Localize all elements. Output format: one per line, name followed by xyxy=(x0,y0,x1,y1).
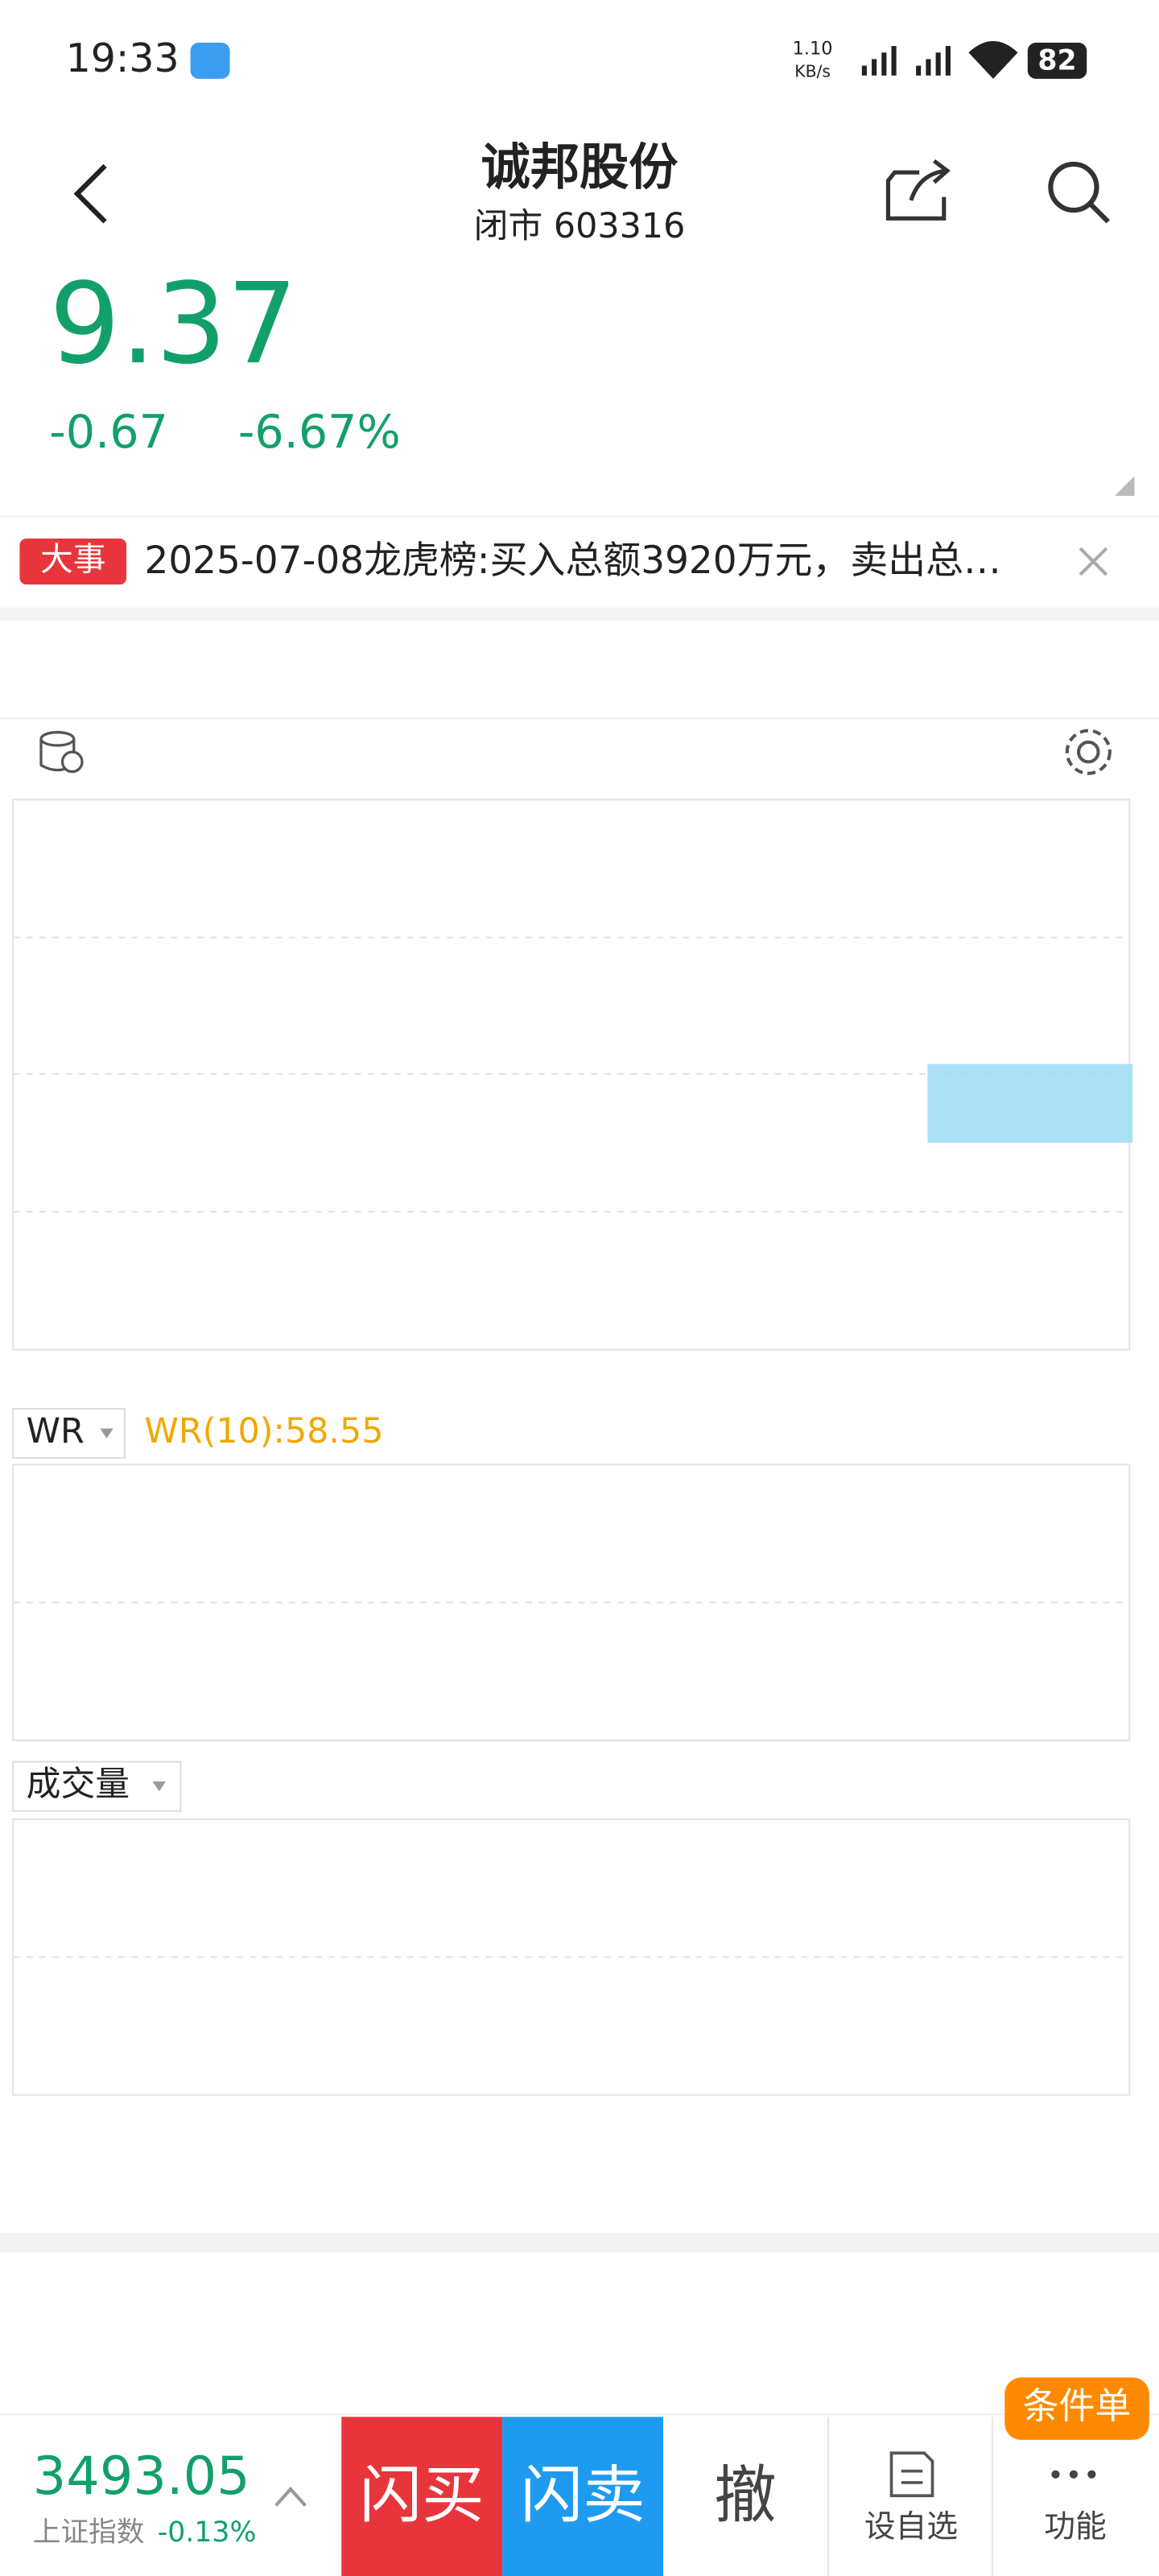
divider xyxy=(0,717,1159,720)
wr-selector-text[interactable]: WR xyxy=(27,1411,85,1451)
expand-corner[interactable] xyxy=(1114,476,1135,496)
watch-icon[interactable] xyxy=(889,2451,934,2498)
price-change-pct: -6.67% xyxy=(238,406,401,459)
signal-icons xyxy=(861,40,1018,79)
expand-index[interactable] xyxy=(274,2487,307,2507)
dropdown-arrow xyxy=(152,1781,167,1792)
watch-button[interactable]: 设自选 xyxy=(864,2509,958,2545)
news-close[interactable] xyxy=(1079,547,1108,576)
last-price: 9.37 xyxy=(49,258,298,389)
index-change: -0.13% xyxy=(158,2516,257,2549)
sell-button[interactable]: 闪卖 xyxy=(521,2459,645,2532)
sell-button-bg[interactable] xyxy=(502,2417,664,2576)
wr-label: WR(10):58.55 xyxy=(144,1411,383,1451)
buy-button-bg[interactable] xyxy=(341,2417,503,2576)
divider xyxy=(0,515,1159,518)
news-tag-bg xyxy=(19,539,127,585)
price-change: -0.67 xyxy=(49,406,168,459)
indicator-icon[interactable] xyxy=(39,731,84,774)
more-icon[interactable] xyxy=(1051,2470,1096,2479)
divider xyxy=(0,2232,1159,2253)
battery-level: 82 xyxy=(1037,44,1076,76)
net-unit: KB/s xyxy=(794,62,831,81)
divider xyxy=(991,2417,993,2576)
share-button[interactable] xyxy=(885,159,951,221)
index-value: 3493.05 xyxy=(33,2446,250,2507)
more-button[interactable]: 功能 xyxy=(1044,2509,1107,2545)
back-button[interactable] xyxy=(73,163,107,224)
divider xyxy=(0,2413,1159,2416)
volume-selector[interactable] xyxy=(12,1761,182,1812)
buy-button[interactable]: 闪买 xyxy=(360,2459,485,2532)
search-button[interactable] xyxy=(1048,161,1110,224)
index-name: 上证指数 xyxy=(33,2516,145,2549)
cancel-button[interactable]: 撤 xyxy=(714,2459,777,2532)
volume-selector-text[interactable]: 成交量 xyxy=(27,1765,130,1805)
status-time: 19:33 xyxy=(66,35,179,81)
divider xyxy=(0,607,1159,621)
divider xyxy=(827,2417,830,2576)
stock-name: 诚邦股份 xyxy=(481,139,678,196)
net-speed: 1.10 xyxy=(793,39,833,60)
stock-code: 闭市 603316 xyxy=(474,206,686,246)
badge-bg xyxy=(1004,2377,1149,2440)
conditional-order-badge[interactable]: 条件单 xyxy=(1023,2384,1132,2427)
battery xyxy=(1027,43,1087,79)
news-text[interactable]: 2025-07-08龙虎榜:买入总额3920万元，卖出总… xyxy=(144,539,1000,583)
news-tag: 大事 xyxy=(40,540,106,579)
dropdown-arrow xyxy=(100,1428,113,1439)
weather-icon xyxy=(190,43,230,79)
price-zone xyxy=(927,1063,1133,1143)
settings-button[interactable] xyxy=(1065,729,1112,775)
